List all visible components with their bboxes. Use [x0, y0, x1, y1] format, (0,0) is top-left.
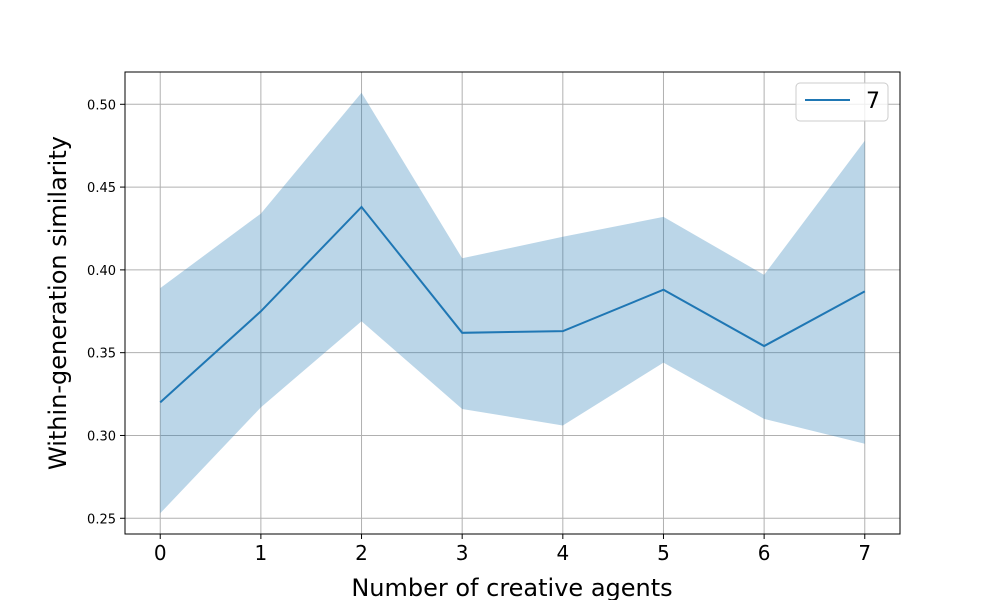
grid [125, 72, 900, 534]
plot-background [125, 72, 900, 534]
y-axis-ticks: 0.25 0.30 0.35 0.40 0.45 0.50 [87, 98, 125, 527]
series-line [159, 205, 866, 404]
y-tick-label: 0.40 [87, 264, 116, 279]
y-tick-label: 0.25 [87, 512, 116, 527]
x-axis-ticks: 0 1 2 3 4 5 6 7 [154, 534, 871, 565]
x-tick-label: 3 [456, 541, 469, 565]
plot-frame [124, 71, 901, 535]
x-tick-label: 4 [556, 541, 569, 565]
x-axis-label: Number of creative agents [351, 574, 672, 600]
x-tick-label: 1 [255, 541, 268, 565]
x-tick-label: 2 [355, 541, 368, 565]
y-tick-label: 0.35 [87, 347, 116, 362]
confidence-band [160, 92, 865, 514]
y-tick-label: 0.50 [87, 98, 116, 113]
y-axis-label: Within-generation similarity [44, 136, 72, 470]
x-tick-label: 7 [858, 541, 871, 565]
legend-box [795, 82, 889, 122]
legend: 7 [795, 82, 889, 122]
series-group [159, 205, 866, 404]
x-tick-label: 6 [758, 541, 771, 565]
confidence-band-group [160, 92, 865, 514]
x-tick-label: 0 [154, 541, 167, 565]
y-tick-label: 0.45 [87, 181, 116, 196]
y-tick-label: 0.30 [87, 429, 116, 444]
x-tick-label: 5 [657, 541, 670, 565]
legend-label: 7 [866, 89, 880, 114]
